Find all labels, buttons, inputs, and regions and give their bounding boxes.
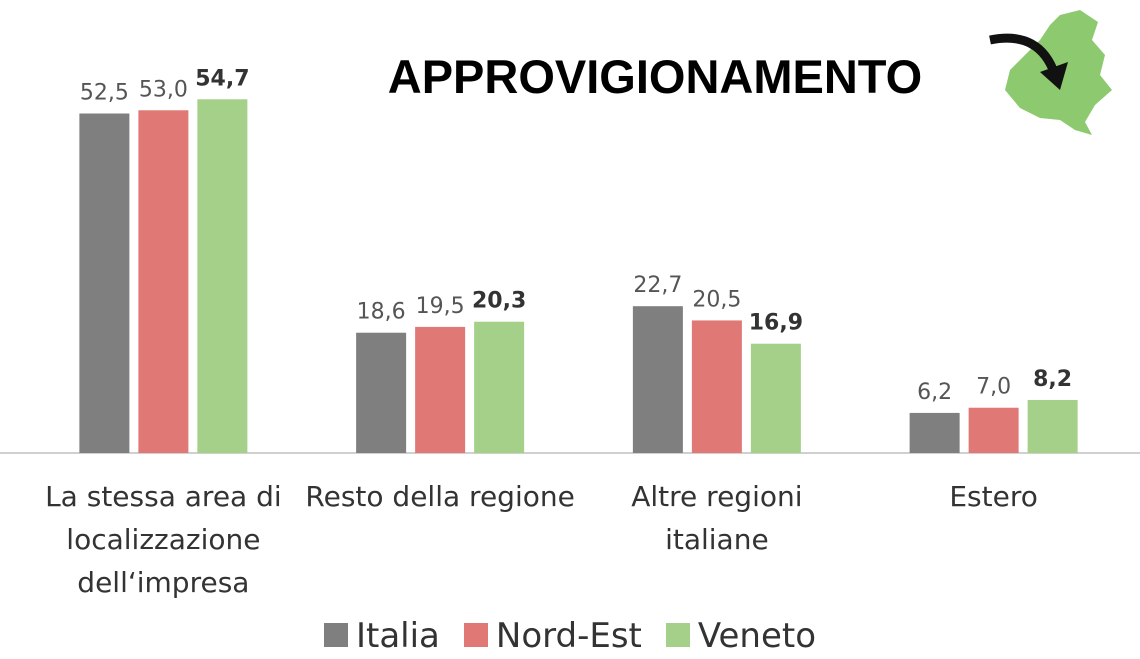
legend-swatch: [463, 623, 488, 647]
value-label: 20,5: [692, 287, 741, 312]
x-tick-label: Resto della regione: [305, 480, 575, 513]
map-icon: [989, 10, 1112, 135]
value-label: 53,0: [139, 77, 188, 102]
bar: [79, 113, 130, 453]
value-label: 7,0: [976, 375, 1011, 400]
value-label: 22,7: [633, 273, 682, 298]
bar: [632, 306, 683, 453]
value-label: 19,5: [416, 294, 465, 319]
bar: [415, 326, 466, 453]
legend-item: Veneto: [665, 616, 817, 656]
legend-item: Nord-Est: [463, 616, 642, 656]
bar: [197, 99, 248, 454]
bar: [1027, 399, 1078, 453]
legend-item: Italia: [323, 616, 440, 656]
x-tick-label: La stessa area di localizzazione dell‘im…: [45, 480, 282, 599]
legend-label: Italia: [355, 616, 440, 656]
bar: [909, 412, 960, 453]
legend-label: Nord-Est: [495, 616, 642, 656]
value-label: 54,7: [195, 66, 249, 91]
value-label: 6,2: [917, 380, 952, 405]
value-label: 52,5: [80, 81, 129, 106]
legend-label: Veneto: [697, 616, 817, 656]
value-label: 18,6: [357, 300, 406, 325]
legend-swatch: [323, 623, 348, 647]
bar: [474, 321, 525, 453]
bar: [691, 320, 742, 453]
bar: [356, 332, 407, 453]
value-label: 8,2: [1033, 367, 1072, 392]
x-tick-label: Estero: [949, 480, 1038, 513]
legend: Italia Nord-Est Veneto: [0, 616, 1140, 656]
bar: [750, 343, 801, 453]
x-tick-label: Altre regioni italiane: [631, 480, 803, 556]
legend-swatch: [665, 623, 690, 647]
bar: [968, 407, 1019, 453]
bar: [138, 110, 189, 454]
chart-title: APPROVIGIONAMENTO: [388, 50, 922, 103]
value-label: 20,3: [472, 289, 526, 314]
value-label: 16,9: [749, 311, 803, 336]
